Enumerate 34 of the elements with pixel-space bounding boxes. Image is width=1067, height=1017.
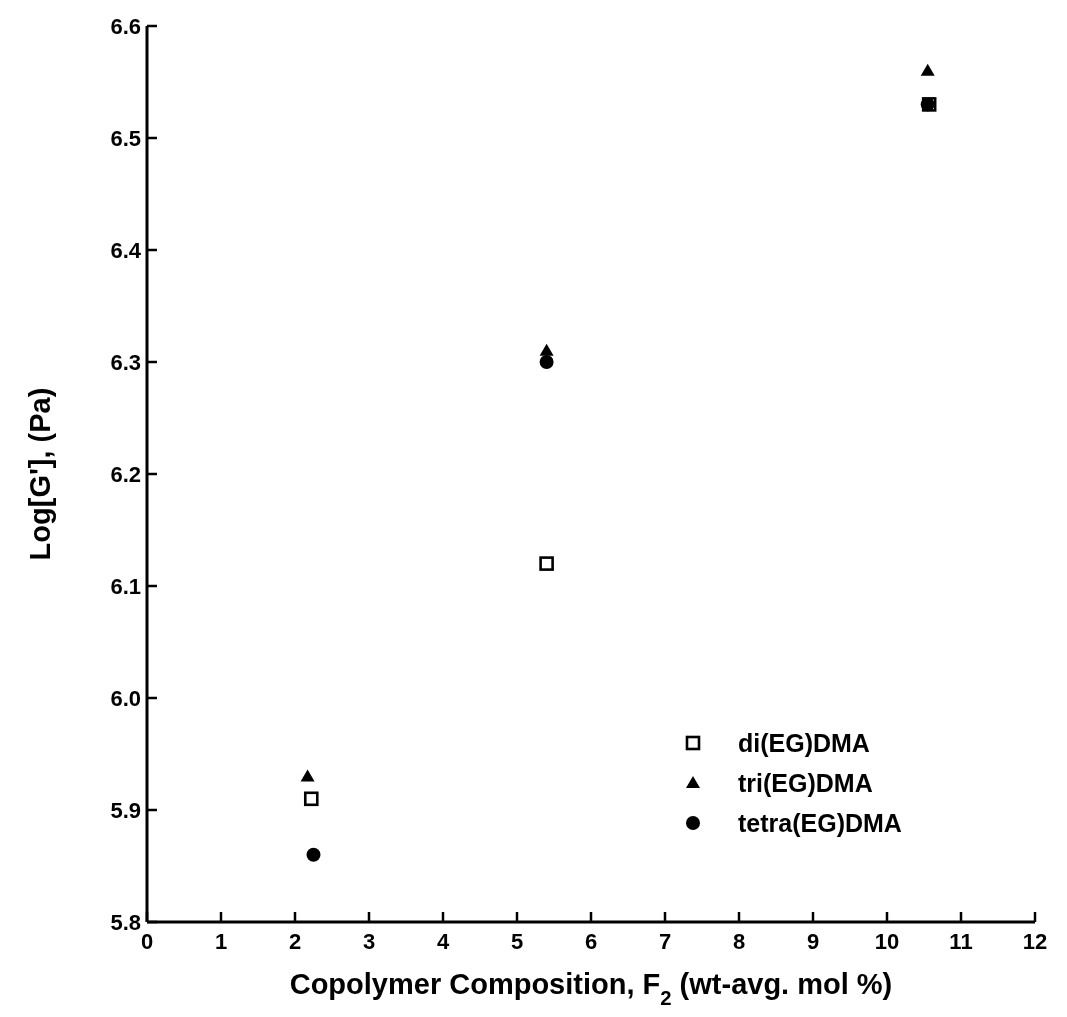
x-axis-title: Copolymer Composition, F$_{2}$ (wt-avg. mol %) xyxy=(289,968,893,1009)
y-tick-label: 6.2 xyxy=(110,462,141,487)
point xyxy=(303,791,319,807)
point xyxy=(300,769,315,782)
y-tick-label: 6.1 xyxy=(110,574,141,599)
point xyxy=(920,63,935,76)
point xyxy=(539,355,554,369)
point xyxy=(539,556,554,571)
x-tick-label: 9 xyxy=(806,929,820,954)
legend-label: tetra(EG)DMA xyxy=(738,809,902,837)
x-tick-label: 7 xyxy=(658,929,672,954)
x-tick-label: 12 xyxy=(1022,929,1048,954)
y-tick-label: 6.5 xyxy=(110,126,141,151)
y-tick-label: 6.3 xyxy=(110,350,141,375)
x-tick-label: 10 xyxy=(874,929,900,954)
legend-label: tri(EG)DMA xyxy=(738,769,873,797)
x-tick-label: 3 xyxy=(362,929,376,954)
x-tick-label: 6 xyxy=(584,929,598,954)
legend-label: di(EG)DMA xyxy=(738,729,870,757)
x-tick-label: 11 xyxy=(949,929,973,954)
x-tick-label: 2 xyxy=(288,929,302,954)
x-tick-label: 4 xyxy=(436,929,450,954)
y-tick-label: 6.6 xyxy=(110,14,141,39)
y-tick-label: 5.9 xyxy=(110,798,141,823)
point xyxy=(306,847,321,862)
x-tick-label: 0 xyxy=(140,929,154,954)
y-tick-label: 5.8 xyxy=(110,910,141,935)
x-tick-label: 8 xyxy=(732,929,746,954)
point xyxy=(539,343,554,356)
y-tick-label: 6.4 xyxy=(110,238,142,263)
x-tick-label: 5 xyxy=(510,929,524,954)
y-axis-title: Log[G'], (Pa) xyxy=(24,387,56,561)
x-tick-label: 1 xyxy=(214,929,228,954)
y-tick-label: 6.0 xyxy=(110,686,141,711)
